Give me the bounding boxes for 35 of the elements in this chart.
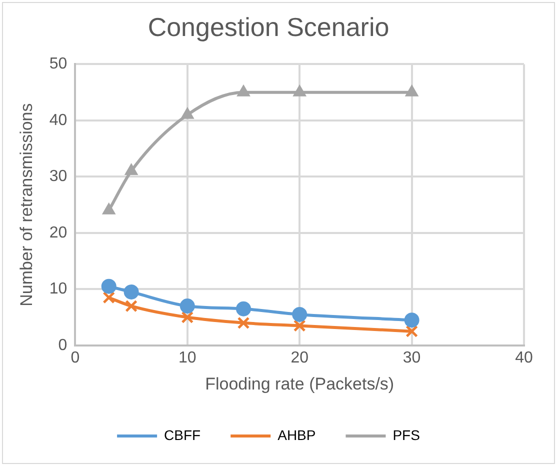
point: [293, 84, 306, 96]
x-tick-label: 0: [70, 349, 80, 366]
point: [405, 84, 418, 96]
y-tick-label: 20: [49, 224, 68, 242]
point: [124, 164, 138, 176]
x-tick-label: 30: [402, 349, 421, 366]
point: [124, 284, 139, 300]
x-axis-title: Flooding rate (Packets/s): [205, 374, 394, 394]
x-tick-label: 40: [515, 349, 533, 366]
point: [236, 301, 251, 316]
y-tick-label: 40: [49, 112, 68, 129]
point: [404, 312, 420, 328]
y-axis-title: Number of retransmissions: [16, 103, 36, 306]
legend-label: AHBP: [278, 426, 316, 443]
point: [292, 306, 308, 322]
y-tick-label: 0: [58, 336, 68, 354]
point: [125, 300, 138, 312]
point: [180, 298, 195, 314]
x-tick-label: 20: [290, 349, 309, 366]
y-tick-label: 50: [49, 56, 68, 73]
point: [237, 316, 250, 330]
point: [293, 320, 306, 332]
chart-title: Congestion Scenario: [148, 12, 390, 42]
point: [236, 84, 250, 96]
point: [181, 311, 194, 324]
legend-label: PFS: [392, 426, 420, 443]
legend-label: CBFF: [164, 426, 201, 443]
point: [406, 325, 418, 338]
point: [180, 107, 194, 119]
x-tick-label: 10: [178, 349, 196, 366]
point: [101, 278, 116, 294]
point: [102, 202, 116, 214]
point: [102, 291, 116, 304]
y-tick-label: 10: [49, 280, 68, 298]
y-tick-label: 30: [49, 168, 68, 186]
